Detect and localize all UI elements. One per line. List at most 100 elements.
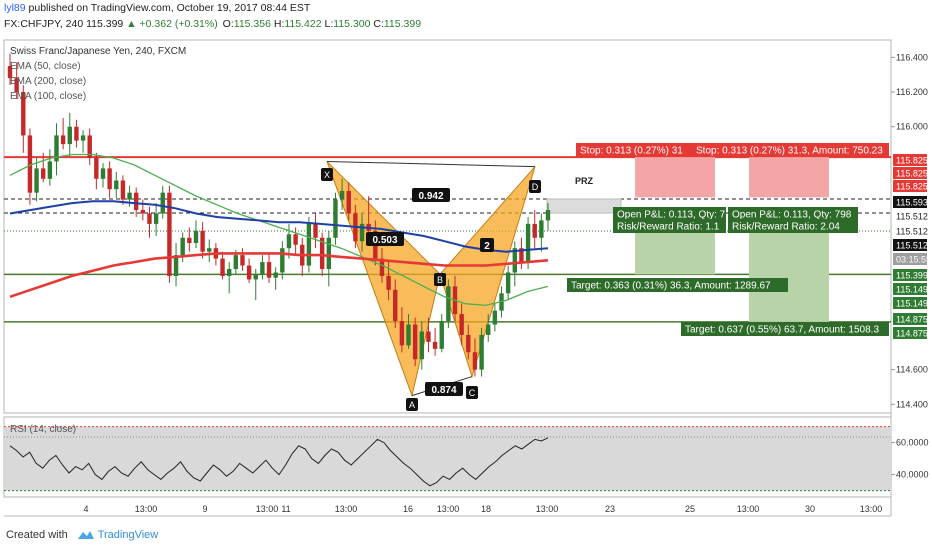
- price-tick-label: 116.400: [896, 52, 928, 62]
- candle-body: [273, 272, 278, 278]
- ema50-line: [9, 153, 549, 307]
- candle-body: [366, 223, 371, 231]
- candle-body: [233, 255, 239, 270]
- candle-body: [346, 190, 351, 214]
- candle-body: [207, 248, 212, 252]
- publisher-user[interactable]: lyl89: [4, 2, 26, 14]
- price-tick-label: 116.200: [896, 87, 928, 97]
- axis-price-tag: [893, 269, 927, 281]
- price-tick-label: 114.600: [896, 365, 928, 375]
- time-tick-label: 16: [403, 504, 413, 514]
- candle-body: [466, 334, 471, 353]
- target-zone-2: [749, 213, 829, 322]
- trade-1-rr-label: Risk/Reward Ratio: 1.1: [617, 222, 720, 233]
- axis-price-tag-label: 115.825: [896, 169, 928, 179]
- legend-title: Swiss Franc/Japanese Yen, 240, FXCM: [10, 46, 187, 57]
- candle-body: [47, 161, 53, 179]
- time-tick-label: 13:00: [860, 504, 883, 514]
- footer-brand[interactable]: TradingView: [97, 529, 159, 541]
- pattern-ac-line: [411, 376, 473, 397]
- pattern-ratio-badge: [412, 188, 450, 202]
- pattern-point-c-label: C: [469, 388, 476, 398]
- pattern-ratio-badge: [366, 232, 404, 246]
- candle-body: [412, 324, 418, 360]
- ohlc-open-key: O:: [222, 18, 234, 30]
- pattern-ratio-label: 2: [484, 241, 490, 252]
- footer-created-with: Created with: [6, 529, 68, 541]
- pattern-point-a-label: A: [409, 400, 415, 410]
- price-tick-label: 116.000: [896, 122, 928, 132]
- axis-price-tag-label: 114.875: [896, 315, 928, 325]
- stop-zone-1: [635, 157, 715, 198]
- trade-2-stop-label: Stop: 0.313 (0.27%) 31.3, Amount: 750.23: [696, 146, 883, 157]
- candle-body: [499, 293, 504, 311]
- axis-price-tag: [893, 225, 927, 237]
- axis-price-tag-label: 115.593: [896, 198, 928, 208]
- time-tick-label: 11: [281, 504, 290, 514]
- candle-body: [472, 352, 478, 370]
- candle-body: [379, 258, 385, 276]
- time-tick-label: 13:00: [256, 504, 279, 514]
- rsi-legend: RSI (14, close): [10, 424, 76, 435]
- candle-body: [286, 234, 292, 249]
- legend-ema50[interactable]: EMA (50, close): [10, 61, 81, 72]
- time-tick-label: 25: [685, 504, 695, 514]
- ema100-line: [9, 200, 549, 253]
- price-tick-label: 114.400: [896, 399, 928, 409]
- axis-price-tag-label: 114.875: [896, 329, 928, 339]
- candle-body: [94, 157, 99, 179]
- candle-body: [539, 220, 544, 238]
- axis-price-tag: [893, 180, 927, 192]
- axis-price-tag: [893, 210, 927, 222]
- trade-1-stop-label: Stop: 0.313 (0.27%) 31: [580, 146, 683, 157]
- legend: Swiss Franc/Japanese Yen, 240, FXCM EMA …: [10, 44, 186, 104]
- ohlc-low-value: 115.300: [333, 18, 371, 30]
- time-tick-label: 13:00: [335, 504, 358, 514]
- pattern-ratio-label: 0.874: [431, 385, 456, 396]
- legend-ema100[interactable]: EMA (100, close): [10, 91, 87, 102]
- symbol-line[interactable]: FX:CHFJPY, 240: [4, 18, 84, 30]
- candle-body: [459, 314, 464, 335]
- axis-price-tag: [893, 313, 927, 325]
- candle-body: [439, 321, 444, 349]
- candle-body: [120, 180, 126, 200]
- ohlc-close-key: C:: [373, 18, 384, 30]
- rsi-tick-label: 60.0000: [896, 438, 929, 448]
- axis-price-tag-label: 115.512: [896, 227, 928, 237]
- candle-body: [505, 272, 511, 294]
- prz-label: PRZ: [575, 176, 594, 186]
- stop-zone-2: [749, 157, 829, 198]
- candle-body: [34, 168, 39, 193]
- time-tick-label: 13:00: [737, 504, 760, 514]
- candle-body: [512, 248, 517, 273]
- candle-body: [339, 190, 345, 200]
- trade-2-pnl-label: Open P&L: 0.113, Qty: 798: [732, 210, 852, 221]
- trade-1-target-label: Target: 0.363 (0.31%) 36.3, Amount: 1289…: [571, 281, 771, 292]
- pattern-point-badge: [406, 398, 418, 411]
- rsi-pane-frame: [3, 416, 892, 498]
- candle-body: [293, 234, 298, 245]
- candle-body: [319, 237, 325, 270]
- trade-1-pnl-label-box: [613, 207, 726, 221]
- legend-ema200[interactable]: EMA (200, close): [10, 76, 87, 87]
- candle-body: [353, 213, 358, 242]
- pattern-ratio-label: 0.942: [418, 191, 443, 202]
- header-line-2: FX:CHFJPY, 240 115.399 ▲ +0.362 (+0.31%)…: [4, 17, 421, 31]
- trade-2-stop-label-box: [692, 143, 889, 157]
- candle-body: [545, 210, 551, 221]
- prz-box: [546, 198, 622, 214]
- candle-body: [27, 135, 33, 193]
- candle-body: [127, 192, 132, 200]
- candle-body: [306, 223, 312, 266]
- rsi-line: [9, 437, 549, 487]
- candle-body: [160, 192, 165, 214]
- trade-2-rr-label: Risk/Reward Ratio: 2.04: [732, 222, 840, 233]
- pattern-point-badge: [529, 180, 541, 193]
- candle-body: [280, 248, 285, 273]
- axis-price-tag: [893, 283, 927, 295]
- candle-body: [67, 126, 72, 145]
- time-tick-label: 23: [605, 504, 615, 514]
- axis-price-tag-label: 115.149: [896, 285, 928, 295]
- candle-body: [133, 192, 139, 211]
- pattern-bcd-triangle: [439, 166, 536, 379]
